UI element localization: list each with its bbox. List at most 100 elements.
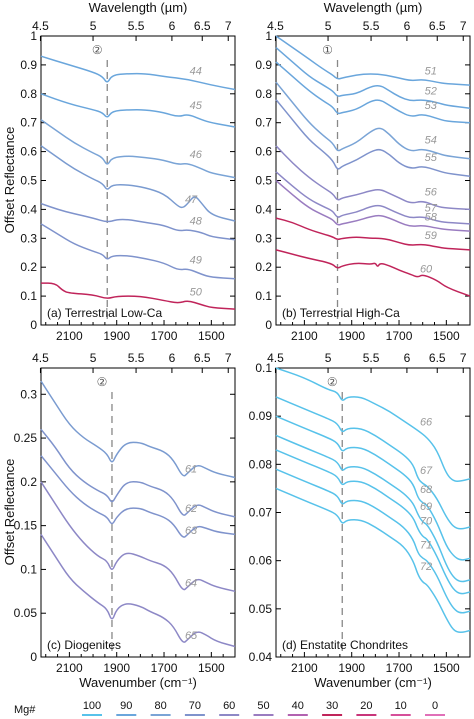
x-tick-label: 2100 [56, 329, 83, 343]
spectrum-label: 72 [420, 561, 432, 573]
spectrum-label: 69 [420, 501, 432, 513]
spectrum-label: 57 [425, 203, 438, 215]
top-tick-label: 4.5 [267, 351, 284, 365]
panel-d: 2100 1900 1700 1500 4.5 5 5.5 6 6.5 7 0.04 0.05 0.06… [249, 351, 471, 690]
panel-a: 2100 1900 1700 1500 4.5 5 5.5 6 6.5 7 0 0.1 0.2 0.3 0.… [2, 0, 236, 343]
panel-c: 2100 1900 1700 1500 4.5 5 5.5 6 6.5 7 0 0.05 0.1 0.15… [2, 351, 236, 690]
top-tick-label: 6 [404, 19, 411, 33]
spectrum-line [275, 99, 471, 177]
top-tick-label: 5 [90, 351, 97, 365]
y-tick-label: 0.4 [20, 202, 37, 216]
y-tick-label: 0.1 [255, 361, 272, 375]
spectrum-line [275, 171, 471, 225]
y-tick-label: 0.09 [249, 409, 273, 423]
band-marker-label: ① [322, 43, 333, 57]
spectrum-label: 71 [420, 539, 432, 551]
x-tick-label: 2100 [291, 661, 318, 675]
spectrum-line [275, 434, 471, 583]
spectrum-label: 67 [420, 465, 433, 477]
y-tick-label: 0.2 [20, 475, 37, 489]
spectrum-line [275, 81, 471, 160]
y-tick-label: 0.5 [255, 174, 272, 188]
spectrum-line [275, 145, 471, 211]
x-tick-label: 1500 [198, 329, 225, 343]
spectrum-label: 64 [185, 577, 197, 589]
y-tick-label: 0.9 [255, 58, 272, 72]
top-tick-label: 5.5 [363, 19, 380, 33]
x-tick-label: 1900 [338, 329, 365, 343]
spectrum-line [40, 428, 236, 518]
top-axis-title: Wavelength (µm) [324, 0, 423, 15]
y-tick-label: 1 [30, 29, 37, 43]
x-tick-label: 2100 [56, 661, 83, 675]
panel-label: (b) Terrestrial High-Ca [282, 306, 400, 320]
spectrum-label: 56 [425, 187, 438, 199]
panel-label: (d) Enstatite Chondrites [282, 638, 408, 652]
top-tick-label: 6.5 [429, 351, 446, 365]
y-tick-label: 0.2 [20, 260, 37, 274]
band-marker-label: ② [97, 375, 108, 389]
top-tick-label: 6 [169, 351, 176, 365]
spectrum-label: 53 [425, 100, 438, 112]
y-tick-label: 1 [265, 29, 272, 43]
top-axis-title: Wavelength (µm) [89, 0, 188, 15]
spectrum-line [275, 415, 471, 561]
x-tick-label: 1900 [103, 329, 130, 343]
panel-b: 2100 1900 1700 1500 4.5 5 5.5 6 6.5 7 0 0.1 0.2 0.3 0.… [255, 0, 471, 343]
colorbar-tick-label: 80 [154, 700, 166, 712]
spectrum-line [40, 55, 236, 91]
top-tick-label: 6.5 [429, 19, 446, 33]
spectrum-line [40, 119, 236, 179]
spectrum-label: 68 [420, 484, 433, 496]
y-tick-label: 0.7 [20, 116, 37, 130]
plot-frame [40, 367, 236, 658]
spectrum-line [275, 217, 471, 251]
y-tick-label: 0 [265, 318, 272, 332]
plot-frame [40, 35, 236, 326]
y-tick-label: 0.3 [255, 231, 272, 245]
y-tick-label: 0.25 [14, 431, 38, 445]
x-tick-label: 1500 [198, 661, 225, 675]
y-tick-label: 0.1 [20, 562, 37, 576]
x-tick-label: 1900 [103, 661, 130, 675]
spectrum-label: 55 [425, 152, 438, 164]
x-tick-label: 2100 [291, 329, 318, 343]
spectrum-label: 61 [185, 463, 197, 475]
top-tick-label: 5.5 [128, 351, 145, 365]
y-tick-label: 0.5 [20, 174, 37, 188]
top-tick-label: 4.5 [32, 351, 49, 365]
top-tick-label: 6 [169, 19, 176, 33]
spectrum-label: 66 [420, 417, 433, 429]
spectrum-label: 49 [190, 255, 202, 267]
x-axis-title: Wavenumber (cm⁻¹) [314, 675, 432, 690]
spectrum-line [40, 481, 236, 593]
spectrum-line [41, 282, 236, 310]
spectrum-line [275, 35, 471, 86]
spectrum-line [275, 468, 471, 614]
y-tick-label: 0 [30, 318, 37, 332]
spectrum-line [40, 380, 236, 479]
colorbar-tick-label: 50 [257, 700, 269, 712]
spectrum-line [40, 93, 236, 128]
spectrum-label: 60 [420, 263, 433, 275]
colorbar-tick-label: 70 [189, 700, 201, 712]
spectrum-label: 58 [425, 211, 438, 223]
top-tick-label: 5.5 [363, 351, 380, 365]
y-tick-label: 0.05 [14, 606, 38, 620]
y-tick-label: 0.6 [255, 145, 272, 159]
top-tick-label: 6 [404, 351, 411, 365]
y-tick-label: 0.4 [255, 202, 272, 216]
colorbar-tick-label: 100 [83, 700, 101, 712]
top-tick-label: 5 [325, 351, 332, 365]
spectrum-label: 51 [425, 65, 437, 77]
y-axis-title: Offset Reflectance [2, 459, 17, 566]
band-marker-label: ② [92, 43, 103, 57]
colorbar-label: Mg# [14, 704, 36, 716]
spectrum-label: 62 [185, 503, 197, 515]
spectrum-line [275, 179, 471, 232]
colorbar-tick-label: 40 [292, 700, 304, 712]
y-tick-label: 0 [30, 650, 37, 664]
x-axis-title: Wavenumber (cm⁻¹) [79, 675, 197, 690]
top-tick-label: 7 [225, 19, 232, 33]
